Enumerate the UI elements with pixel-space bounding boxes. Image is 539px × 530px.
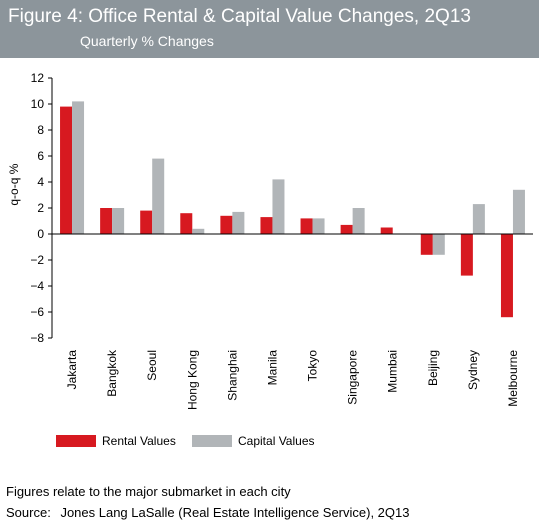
bar-capital bbox=[192, 228, 205, 234]
bar-rental bbox=[140, 210, 153, 234]
x-category-label: Bangkok bbox=[105, 349, 119, 397]
y-axis-title: q-o-q % bbox=[7, 163, 21, 205]
bar-capital bbox=[472, 204, 485, 234]
x-category-label: Tokyo bbox=[306, 350, 320, 382]
y-tick-label: 0 bbox=[37, 227, 44, 241]
bar-rental bbox=[460, 234, 473, 276]
bar-capital bbox=[272, 179, 285, 234]
y-tick-label: −4 bbox=[30, 279, 44, 293]
y-tick-label: 4 bbox=[37, 175, 44, 189]
figure-header: Figure 4: Office Rental & Capital Value … bbox=[0, 0, 539, 58]
bar-rental bbox=[260, 217, 273, 234]
bar-capital bbox=[112, 208, 125, 234]
y-tick-label: 8 bbox=[37, 123, 44, 137]
source-line: Source: Jones Lang LaSalle (Real Estate … bbox=[6, 505, 409, 520]
bar-capital bbox=[432, 234, 445, 255]
bar-capital bbox=[312, 218, 325, 234]
legend-swatch-capital bbox=[192, 435, 232, 447]
bar-capital bbox=[352, 208, 365, 234]
footnote: Figures relate to the major submarket in… bbox=[6, 484, 291, 499]
bar-rental bbox=[500, 234, 513, 318]
bar-rental bbox=[180, 213, 193, 234]
y-tick-label: −6 bbox=[30, 305, 44, 319]
bar-rental bbox=[420, 234, 433, 255]
legend-item-rental: Rental Values bbox=[56, 434, 176, 448]
bar-rental bbox=[100, 208, 113, 234]
bar-capital bbox=[72, 101, 85, 235]
source-text: Jones Lang LaSalle (Real Estate Intellig… bbox=[60, 505, 410, 520]
x-category-label: Jakarta bbox=[65, 350, 79, 390]
x-category-label: Hong Kong bbox=[185, 350, 199, 410]
x-category-label: Manila bbox=[265, 350, 279, 386]
bar-rental bbox=[300, 218, 313, 234]
bar-rental bbox=[220, 215, 233, 234]
y-tick-label: 2 bbox=[37, 201, 44, 215]
legend-item-capital: Capital Values bbox=[192, 434, 315, 448]
x-category-label: Melbourne bbox=[506, 350, 520, 407]
legend-label-rental: Rental Values bbox=[102, 434, 176, 448]
y-tick-label: 10 bbox=[31, 97, 45, 111]
x-category-label: Beijing bbox=[426, 350, 440, 386]
bar-capital bbox=[232, 211, 245, 234]
x-category-label: Shanghai bbox=[225, 350, 239, 401]
bar-rental bbox=[340, 224, 353, 234]
bar-rental bbox=[60, 106, 73, 234]
x-category-label: Mumbai bbox=[386, 350, 400, 393]
figure-title: Figure 4: Office Rental & Capital Value … bbox=[8, 6, 471, 27]
figure-subtitle: Quarterly % Changes bbox=[80, 33, 214, 49]
bar-capital bbox=[152, 158, 165, 234]
x-category-label: Seoul bbox=[145, 350, 159, 381]
y-tick-label: 6 bbox=[37, 149, 44, 163]
bar-chart: 12 10 8 6 4 2 0 −2 −4 −6 −8 q-o-q % Jakarta Bangkok Se… bbox=[7, 71, 533, 410]
bar-rental bbox=[380, 227, 393, 234]
source-label: Source: bbox=[6, 505, 51, 520]
y-tick-label: −2 bbox=[30, 253, 44, 267]
y-tick-label: 12 bbox=[31, 71, 45, 85]
x-category-label: Sydney bbox=[466, 350, 480, 390]
bar-capital bbox=[512, 189, 525, 234]
legend-swatch-rental bbox=[56, 435, 96, 447]
legend-label-capital: Capital Values bbox=[238, 434, 315, 448]
y-tick-label: −8 bbox=[30, 331, 44, 345]
x-category-label: Singapore bbox=[346, 350, 360, 405]
